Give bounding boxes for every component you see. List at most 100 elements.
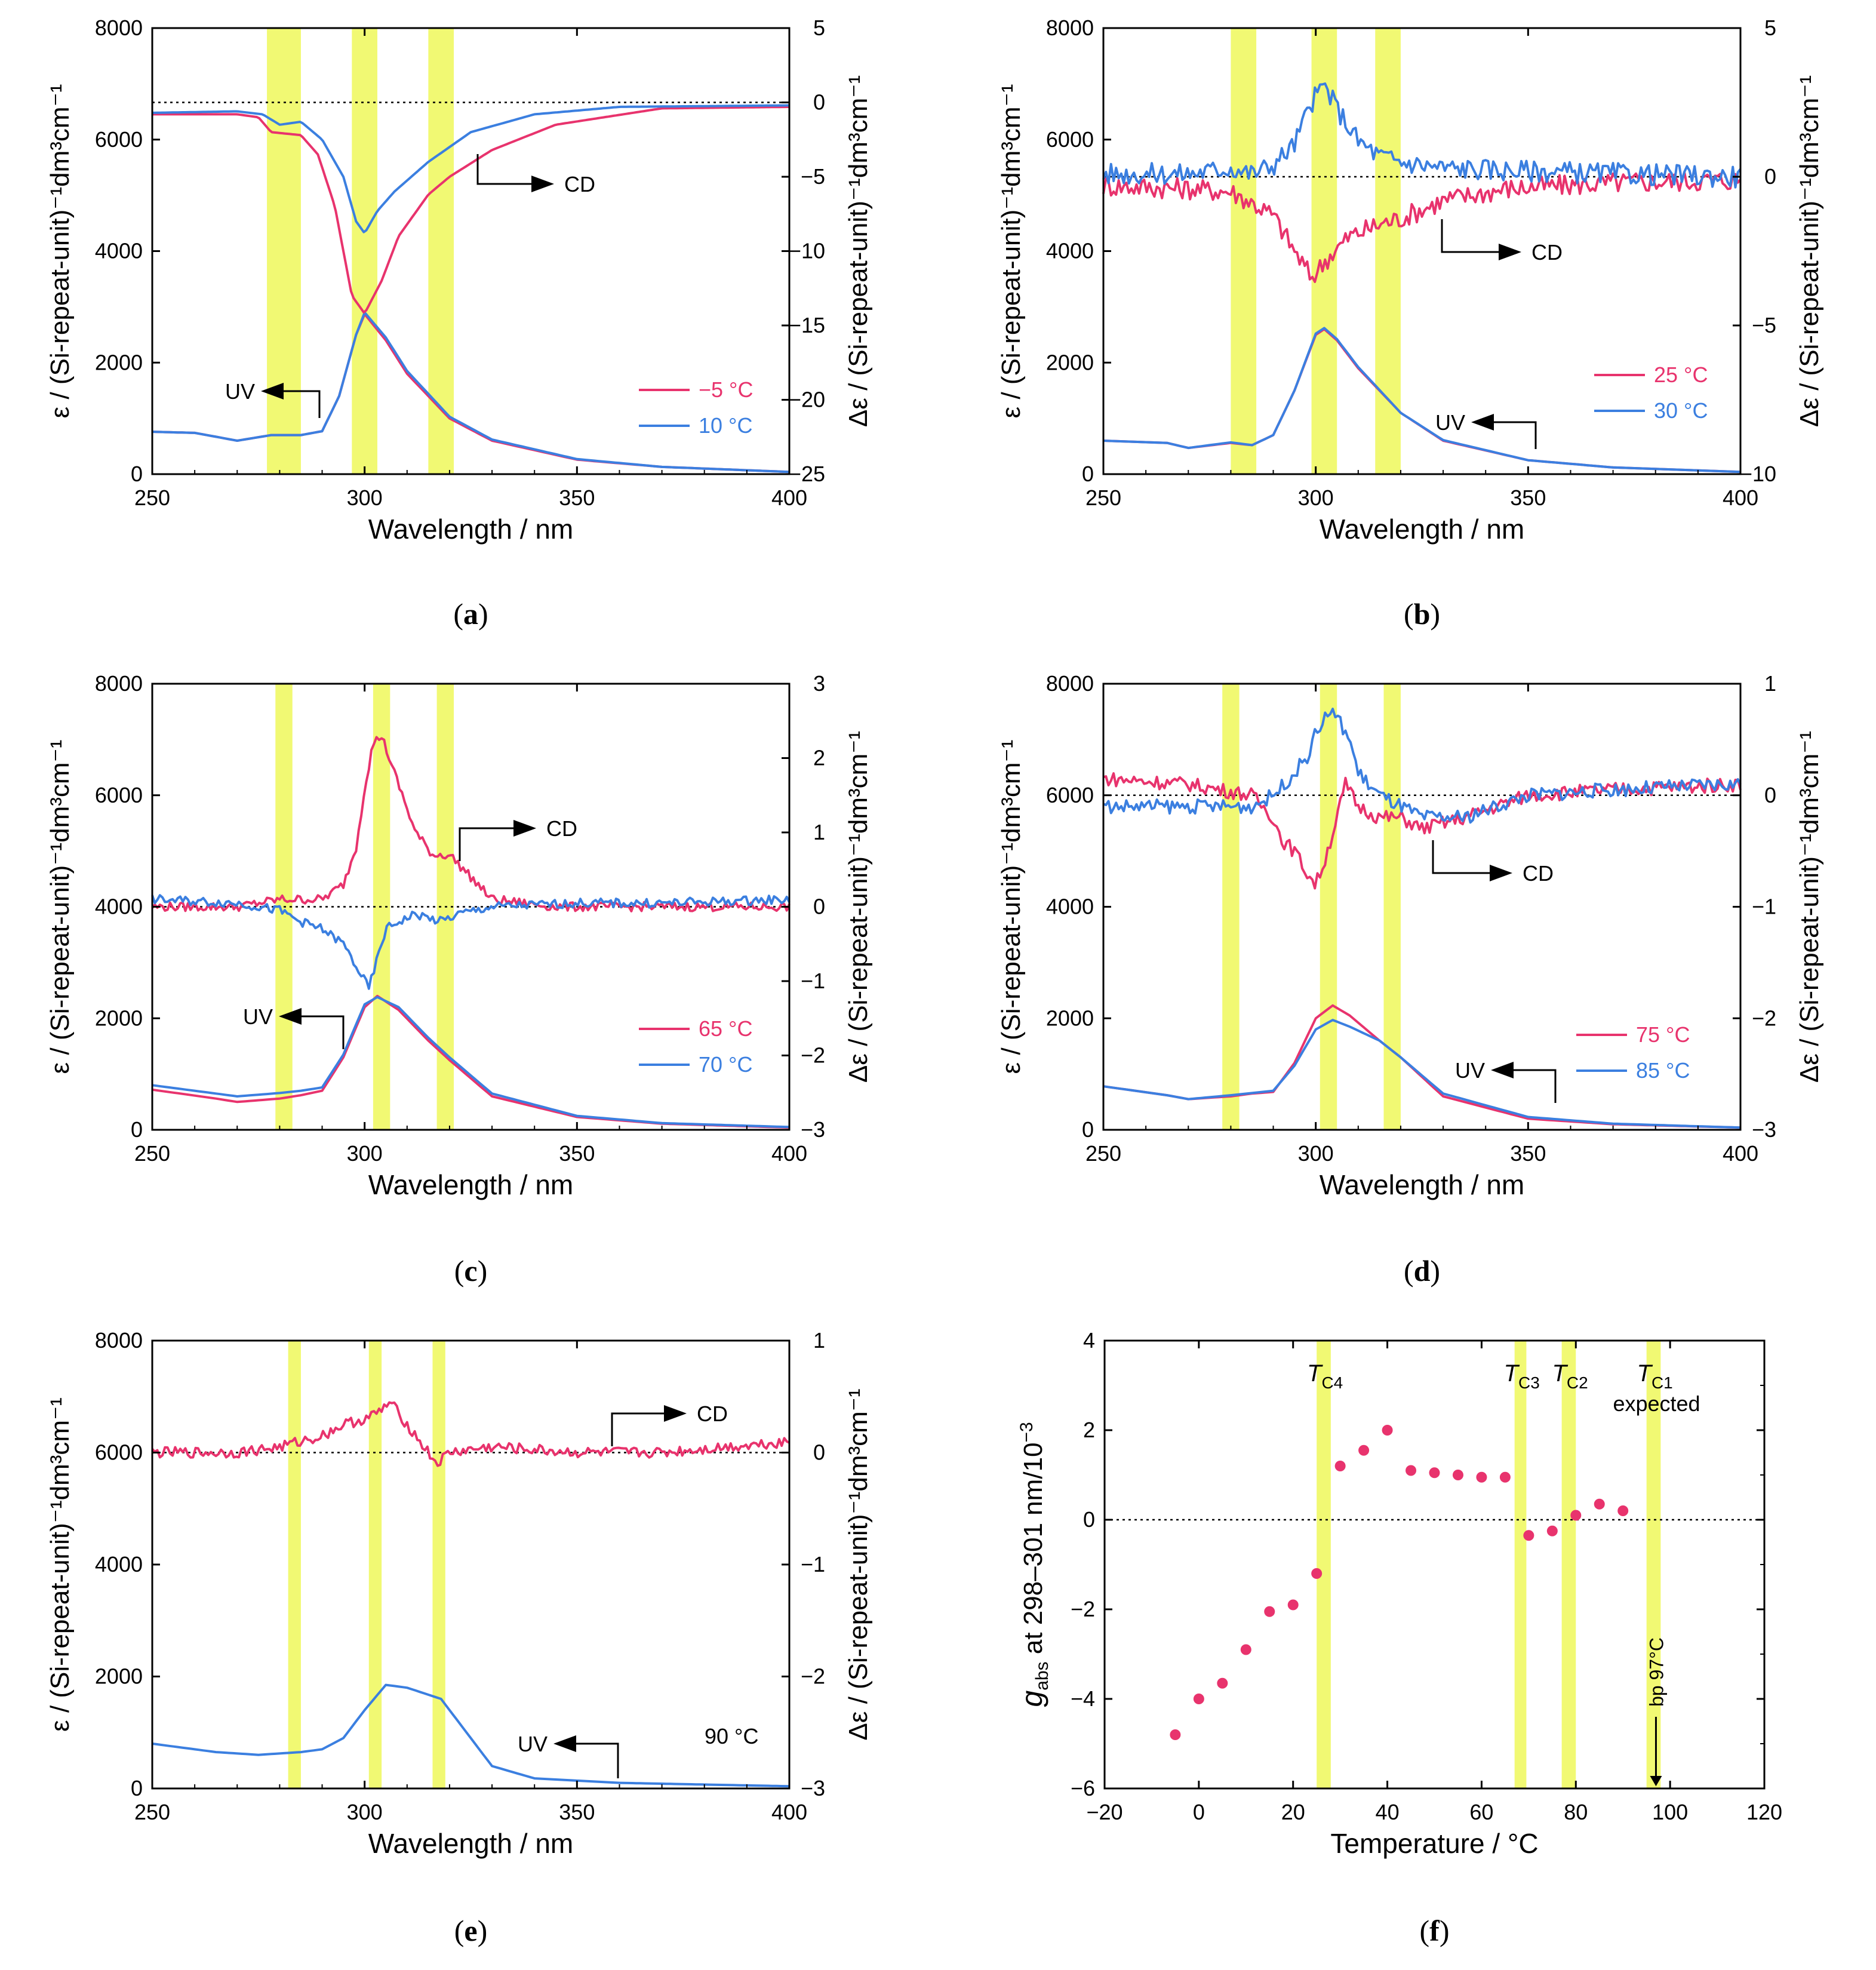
y-right-tick-label: 0 [813,1440,825,1465]
panel-c: 250 300 350 40002000400060008000−3−2−10123W… [45,671,873,1287]
y-right-tick-label: 1 [813,820,825,844]
y-tick-label: −6 [1071,1776,1095,1800]
data-point [1287,1599,1299,1611]
x-tick-label: 120 [1746,1800,1782,1824]
legend-label: 75 °C [1636,1022,1690,1047]
x-axis-label: Wavelength / nm [368,514,573,545]
legend-label: 90 °C [705,1724,758,1748]
uv-arrow-line [1494,421,1537,449]
y-right-tick-label: −2 [801,1664,825,1689]
panel-a: 250 300 350 40002000400060008000−25−20−15−1… [45,16,873,631]
y-right-tick-label: −2 [801,1043,825,1068]
y-left-tick-label: 4000 [1046,895,1094,919]
cd-label: CD [546,816,577,841]
x-tick-label: 250 [134,1141,170,1166]
y-tick-label: 4 [1083,1328,1095,1353]
y-left-tick-label: 2000 [95,1664,143,1689]
y-right-tick-label: 0 [1764,783,1776,807]
highlight-band [1561,1341,1576,1788]
y-right-tick-label: −20 [789,388,825,412]
series-line [1102,82,1742,189]
y-left-tick-label: 0 [131,462,143,486]
x-tick-label: 250 [134,1800,170,1824]
y-left-axis-label: ε / (Si-repeat-unit)⁻¹dm³cm⁻¹ [45,84,75,419]
y-tick-label: −2 [1071,1597,1095,1621]
uv-arrow-head [1471,414,1494,431]
y-left-tick-label: 4000 [1046,239,1094,263]
y-right-tick-label: −5 [801,164,825,189]
cd-label: CD [1523,861,1554,886]
y-left-tick-label: 2000 [95,350,143,374]
cd-arrow-head [531,176,554,192]
y-right-tick-label: −1 [801,1552,825,1576]
x-tick-label: 60 [1469,1800,1493,1824]
y-right-axis-label: Δε / (Si-repeat-unit)⁻¹dm³cm⁻¹ [844,731,873,1083]
data-point [1382,1425,1393,1436]
y-right-tick-label: −3 [801,1776,825,1800]
y-left-tick-label: 4000 [95,895,143,919]
uv-label: UV [225,379,255,404]
data-point [1406,1465,1417,1476]
legend-label: 30 °C [1654,398,1708,423]
uv-arrow-head [261,383,284,399]
data-point [1617,1505,1629,1516]
y-left-axis-label: ε / (Si-repeat-unit)⁻¹dm³cm⁻¹ [45,740,75,1074]
highlight-band [1311,28,1337,474]
y-left-axis-label: ε / (Si-repeat-unit)⁻¹dm³cm⁻¹ [997,84,1026,419]
legend-label: 65 °C [699,1016,752,1041]
x-tick-label: 400 [771,485,807,510]
highlight-band [1317,1341,1331,1788]
cd-arrow-head [513,820,536,837]
plot-frame [151,1339,791,1790]
y-right-axis-label: Δε / (Si-repeat-unit)⁻¹dm³cm⁻¹ [1795,731,1824,1083]
x-tick-label: 350 [1510,1141,1546,1166]
y-left-tick-label: 4000 [95,1552,143,1576]
uv-arrow-head [1491,1062,1514,1078]
data-point [1170,1729,1181,1740]
uv-arrow-head [279,1008,302,1025]
panel-caption: (e) [454,1914,488,1947]
highlight-band [288,1341,301,1788]
x-tick-label: 100 [1652,1800,1688,1824]
data-point [1311,1568,1323,1579]
panel-caption: (d) [1404,1254,1440,1287]
legend-label: 25 °C [1654,362,1708,387]
highlight-band [267,28,301,474]
highlight-band [1231,28,1257,474]
uv-arrow-line [284,390,321,418]
y-right-axis-label: Δε / (Si-repeat-unit)⁻¹dm³cm⁻¹ [844,75,873,427]
x-tick-label: 80 [1564,1800,1588,1824]
series-line [1103,1019,1741,1129]
uv-arrow-head [553,1735,576,1752]
data-point [1193,1694,1204,1704]
y-right-tick-label: −10 [1740,462,1776,486]
panel-caption: (c) [454,1254,488,1287]
legend-label: 10 °C [699,413,752,438]
y-right-tick-label: −3 [1752,1117,1776,1142]
y-left-tick-label: 2000 [1046,1006,1094,1030]
data-point [1217,1677,1228,1689]
highlight-band [1383,684,1401,1130]
y-axis-label: gabs at 298–301 nm/10−3 [1015,1422,1052,1707]
series-line [152,104,789,233]
y-right-tick-label: −15 [789,313,825,337]
y-left-tick-label: 0 [1082,462,1094,486]
cd-label: CD [697,1402,728,1426]
series-line [151,894,791,990]
cd-arrow-line [1441,219,1499,253]
x-axis-label: Wavelength / nm [1320,514,1524,545]
highlight-band [1320,684,1337,1130]
y-right-tick-label: −10 [789,239,825,263]
band-label: TC3 [1504,1360,1540,1392]
uv-arrow-line [1514,1069,1557,1103]
x-axis-label: Wavelength / nm [1320,1169,1524,1200]
data-point [1594,1498,1605,1510]
y-right-tick-label: −3 [801,1117,825,1142]
uv-arrow-line [302,1015,345,1049]
y-right-tick-label: −5 [1752,313,1776,337]
x-tick-label: 350 [559,485,595,510]
bp-arrow-head [1650,1776,1662,1787]
cd-arrow-line [611,1412,664,1446]
x-tick-label: 250 [1085,1141,1121,1166]
